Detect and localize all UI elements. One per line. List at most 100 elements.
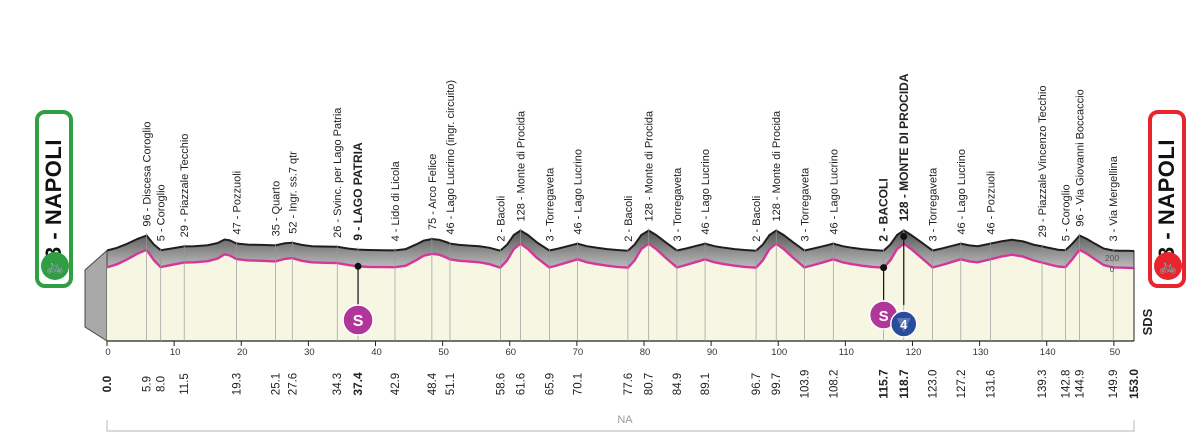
waypoint-name: 2 - Bacoli bbox=[751, 196, 763, 242]
cyclist-start-icon: 🚲 bbox=[41, 252, 69, 280]
waypoint-name: 29 - Piazzale Tecchio bbox=[179, 134, 191, 238]
waypoint-name: 96 - Via Giovanni Boccaccio bbox=[1075, 89, 1087, 226]
waypoint-name: 3 - Torregaveta bbox=[544, 167, 556, 242]
distance-tick-label: 90 bbox=[707, 347, 718, 358]
waypoint-km-label: 5.9 bbox=[142, 376, 154, 392]
altitude-tick-label: 200 bbox=[1105, 253, 1119, 263]
ridge-top-line bbox=[106, 229, 1135, 252]
waypoint-name: 3 - Via Mergellina bbox=[1108, 155, 1120, 241]
waypoint-km-label: 153.0 bbox=[1127, 369, 1141, 399]
waypoint-name: 4 - Lido di Licola bbox=[390, 160, 402, 241]
waypoint-km-label: 115.7 bbox=[877, 369, 891, 399]
waypoint-name: 128 - Monte di Procida bbox=[771, 110, 783, 222]
intermediate-sprint-icon bbox=[342, 304, 374, 336]
profile-left-side bbox=[84, 249, 108, 342]
waypoint-km-label: 149.9 bbox=[1108, 370, 1120, 399]
waypoint-km-labels: 0.0 5.9 8.0 11.5 19.3 25.1 27.6 34.3 37.4 42.9 48.… bbox=[100, 369, 1141, 399]
waypoint-km-label: 118.7 bbox=[897, 369, 911, 399]
distance-tick-label: 50 bbox=[1110, 347, 1121, 358]
waypoint-name: 9 - LAGO PATRIA bbox=[351, 142, 365, 241]
distance-tick-label: 100 bbox=[771, 347, 787, 358]
waypoint-km-label: 42.9 bbox=[390, 373, 402, 395]
intermediate-sprint-symbol: S bbox=[353, 313, 364, 330]
waypoint-km-label: 27.6 bbox=[287, 373, 299, 395]
waypoint-km-label: 142.8 bbox=[1061, 370, 1073, 399]
distance-tick-label: 130 bbox=[973, 347, 989, 358]
bonus-sprint-symbol: S bbox=[879, 308, 889, 325]
altitude-tick-label: 0 bbox=[1110, 264, 1115, 274]
waypoint-name: 29 - Piazzale Vincenzo Tecchio bbox=[1037, 86, 1049, 238]
waypoint-name: 5 - Coroglio bbox=[156, 184, 168, 241]
waypoint-km-label: 123.0 bbox=[928, 370, 940, 399]
waypoint-name: 46 - Lago Lucrino (ingr. circuito) bbox=[445, 80, 457, 235]
right-side-label: SDS bbox=[1140, 308, 1155, 335]
waypoint-km-label: 131.6 bbox=[985, 370, 997, 399]
distance-tick-label: 20 bbox=[237, 347, 248, 358]
waypoint-name: 3 - Torregaveta bbox=[928, 167, 940, 242]
waypoint-name: 46 - Lago Lucrino bbox=[700, 149, 712, 235]
waypoint-name: 128 - Monte di Procida bbox=[515, 110, 527, 222]
area-label: NA bbox=[617, 414, 633, 426]
waypoint-name: 2 - Bacoli bbox=[623, 196, 635, 242]
waypoint-name: 75 - Arco Felice bbox=[427, 154, 439, 230]
waypoint-name: 3 - Torregaveta bbox=[672, 167, 684, 242]
cyclist-finish-icon: 🚲 bbox=[1154, 252, 1182, 280]
waypoint-km-label: 25.1 bbox=[270, 373, 282, 395]
area-bracket: NA bbox=[106, 414, 1135, 432]
distance-tick-label: 70 bbox=[573, 347, 584, 358]
waypoint-km-label: 37.4 bbox=[351, 372, 365, 396]
waypoint-km-label: 96.7 bbox=[751, 373, 763, 395]
waypoint-name: 3 - Torregaveta bbox=[799, 167, 811, 242]
distance-tick-label: 0 bbox=[105, 347, 110, 358]
waypoint-km-label: 34.3 bbox=[332, 373, 344, 395]
waypoint-km-label: 99.7 bbox=[771, 373, 783, 395]
waypoint-names: 96 - Discesa Coroglio 5 - Coroglio 29 - Pi… bbox=[142, 73, 1121, 242]
waypoint-km-label: 70.1 bbox=[573, 373, 585, 395]
waypoint-km-label: 58.6 bbox=[495, 373, 507, 395]
waypoint-name: 5 - Coroglio bbox=[1061, 184, 1073, 241]
distance-tick-label: 10 bbox=[170, 347, 181, 358]
waypoint-name: 47 - Pozzuoli bbox=[232, 171, 244, 235]
waypoint-name: 26 - Svinc. per Lago Patria bbox=[332, 107, 344, 238]
climb-category-icon bbox=[890, 310, 918, 338]
distance-tick-label: 110 bbox=[839, 347, 854, 358]
distance-axis: 0 10 20 30 40 50 60 70 80 90 100 110 120 130 140 50 bbox=[105, 341, 1120, 358]
waypoint-km-label: 127.2 bbox=[956, 370, 968, 399]
finish-town-label: 3 - NAPOLI bbox=[1154, 139, 1179, 259]
waypoint-name: 128 - MONTE DI PROCIDA bbox=[897, 73, 911, 221]
start-town-label: 3 - NAPOLI bbox=[41, 139, 66, 259]
waypoint-km-label: 51.1 bbox=[445, 373, 457, 395]
waypoint-km-label: 11.5 bbox=[179, 373, 191, 395]
waypoint-name: 52 - Ingr. ss.7 qtr bbox=[287, 151, 299, 234]
distance-tick-label: 60 bbox=[505, 347, 516, 358]
bonus-sprint-dot bbox=[880, 264, 888, 272]
finish-town-badge: 3 - NAPOLI 🚲 bbox=[1148, 110, 1186, 288]
waypoint-km-label: 103.9 bbox=[799, 370, 811, 399]
waypoint-km-label: 77.6 bbox=[623, 373, 635, 395]
distance-tick-label: 30 bbox=[304, 347, 315, 358]
waypoint-name: 128 - Monte di Procida bbox=[644, 110, 656, 222]
waypoint-km-label: 48.4 bbox=[427, 372, 439, 395]
waypoint-km-label: 0.0 bbox=[100, 375, 114, 392]
climb-category-number: 4 bbox=[900, 317, 908, 332]
waypoint-km-label: 139.3 bbox=[1037, 370, 1049, 399]
waypoint-name: 35 - Quarto bbox=[270, 181, 282, 237]
distance-tick-label: 140 bbox=[1040, 347, 1056, 358]
waypoint-name: 46 - Lago Lucrino bbox=[956, 149, 968, 235]
waypoint-km-label: 108.2 bbox=[828, 370, 840, 399]
waypoint-name: 46 - Lago Lucrino bbox=[573, 149, 585, 235]
climb-dot bbox=[900, 233, 908, 241]
profile-line bbox=[106, 242, 1135, 270]
waypoint-km-label: 8.0 bbox=[156, 376, 168, 392]
waypoint-name: 2 - BACOLI bbox=[877, 178, 891, 241]
waypoint-km-label: 144.9 bbox=[1075, 370, 1087, 399]
start-town-badge: 3 - NAPOLI 🚲 bbox=[35, 110, 73, 288]
waypoint-km-label: 65.9 bbox=[544, 373, 556, 395]
waypoint-km-label: 61.6 bbox=[515, 373, 527, 395]
waypoint-name: 46 - Pozzuoli bbox=[985, 171, 997, 235]
waypoint-name: 96 - Discesa Coroglio bbox=[142, 121, 154, 226]
waypoint-name: 2 - Bacoli bbox=[495, 196, 507, 242]
